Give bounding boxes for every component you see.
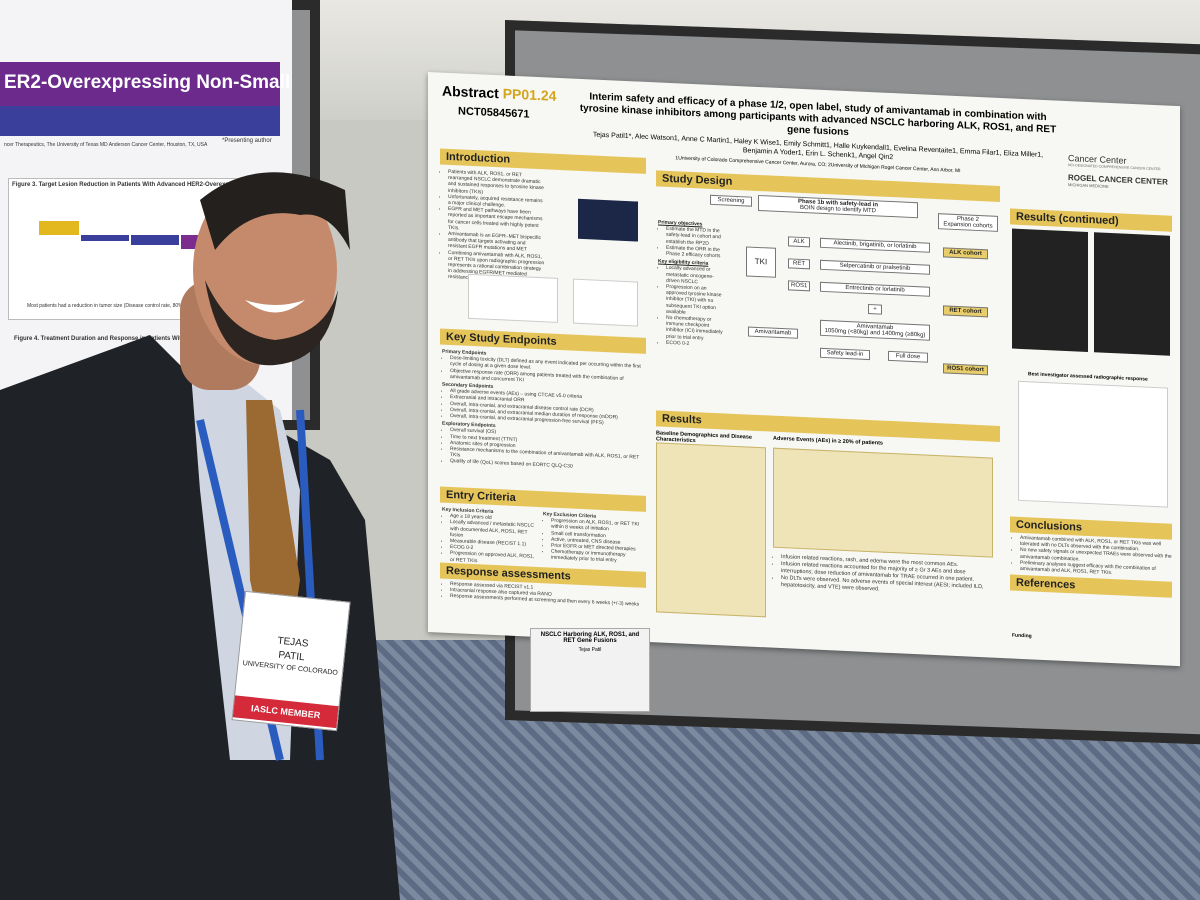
design-label: Expansion cohorts — [943, 221, 993, 230]
exclusion: Key Exclusion CriteriaProgression on ALK… — [543, 509, 643, 565]
design-box: Phase 2 Expansion cohorts — [938, 213, 998, 232]
response-chart — [1018, 380, 1168, 508]
left-figure-4: Figure 4. Treatment Duration and Respons… — [14, 336, 216, 342]
section-header: Results (continued) — [1010, 208, 1172, 232]
bullet-list: Infusion related reactions, rash, and ed… — [773, 554, 995, 599]
bullet-list: Amivantamab combined with ALK, ROS1, or … — [1012, 535, 1172, 579]
design-box: ALK — [788, 236, 810, 248]
abstract-label-text: Abstract — [442, 82, 499, 102]
left-bar — [131, 235, 179, 245]
inclusion: Key Inclusion CriteriaAge ≥ 18 years old… — [442, 505, 540, 567]
intro-chart — [573, 278, 638, 327]
left-bar — [39, 221, 79, 235]
left-figure-title: Figure 3. Target Lesion Reduction in Pat… — [12, 182, 292, 188]
demographics-table — [656, 442, 766, 618]
ct-scan — [1012, 228, 1088, 352]
bullet-list: Estimate the MTD in the safety-lead in c… — [658, 226, 726, 260]
abstract-id: PP01.24 — [502, 85, 557, 104]
smile — [245, 300, 305, 313]
ct-scan — [1094, 232, 1170, 356]
bullet: Estimate the ORR in the Phase 2 efficacy… — [666, 245, 726, 260]
left-figure-note: Most patients had a reduction in tumor s… — [27, 303, 225, 309]
funding: Funding — [1012, 632, 1032, 640]
design-box: TKI — [746, 246, 776, 278]
left-subband — [0, 106, 280, 136]
design-box: Amivantamab 1050mg (<80kg) and 1400mg (≥8… — [820, 319, 930, 341]
cohort-box: ALK cohort — [943, 247, 988, 260]
handout-title: NSCLC Harboring ALK, ROS1, and RET Gene … — [540, 632, 640, 644]
bullet: Progression on an approved tyrosine kina… — [666, 284, 726, 318]
design-box: Safety lead-in — [820, 347, 870, 361]
trial-id: NCT05845671 — [458, 105, 530, 121]
left-affiliation: ncer Therapeutics, The University of Tex… — [4, 142, 208, 148]
bullet-list: Locally advanced or metastatic oncogene-… — [658, 265, 726, 349]
main-poster: Abstract PP01.24 NCT05845671 Interim saf… — [428, 72, 1180, 667]
handout: NSCLC Harboring ALK, ROS1, and RET Gene … — [530, 628, 650, 712]
objectives: Primary objectivesEstimate the MTD in th… — [658, 217, 726, 348]
intro-text: Patients with ALK, ROS1, or RET rearrang… — [440, 169, 545, 285]
results-text: Infusion related reactions, rash, and ed… — [773, 554, 995, 599]
design-box: ROS1 — [788, 280, 810, 292]
bullet-list: Progression on ALK, ROS1, or RET TKI wit… — [543, 517, 643, 565]
intro-figure — [468, 273, 558, 323]
presenter — [0, 172, 400, 900]
design-box: Phase 1b with safety-lead in BOIN design … — [758, 194, 918, 219]
logo-cu: Cancer Center NCI-DESIGNATED COMPREHENSI… — [1068, 153, 1178, 192]
bullet: Estimate the MTD in the safety-lead in c… — [666, 226, 726, 247]
design-box: Amivantamab — [748, 326, 798, 339]
left-title: ER2-Overexpressing Non-Small Cell — [4, 72, 292, 93]
abstract-label: Abstract PP01.24 — [442, 83, 556, 104]
ae-table — [773, 447, 993, 558]
left-bar — [81, 235, 129, 241]
bullet-list: Age ≥ 18 years oldLocally advanced / met… — [442, 513, 540, 567]
design-box: Entrectinib or lorlatinib — [820, 281, 930, 297]
left-title-band — [0, 62, 280, 106]
left-note: *Presenting author — [222, 138, 272, 144]
cohort-box: ROS1 cohort — [943, 363, 988, 376]
intro-image — [578, 198, 638, 242]
design-box: + — [868, 303, 882, 315]
chart-label: Best investigator assessed radiographic … — [1028, 371, 1148, 383]
bullet: No chemotherapy or immune checkpoint inh… — [666, 315, 726, 343]
design-box: RET — [788, 258, 810, 270]
design-box: Selpercatinib or pralsetinib — [820, 259, 930, 275]
beard — [205, 280, 338, 366]
hair — [200, 172, 350, 250]
cohort-box: RET cohort — [943, 305, 988, 318]
design-box: Screening — [710, 194, 752, 207]
endpoints-text: Primary EndpointsDose-limiting toxicity … — [442, 347, 648, 474]
handout-name: Tejas Patil — [578, 647, 602, 653]
conclusions-text: Amivantamab combined with ALK, ROS1, or … — [1012, 535, 1172, 579]
design-box: Alectinib, brigatinib, or lorlatinib — [820, 237, 930, 253]
bullet-list: Overall survival (OS)Time to next treatm… — [442, 427, 648, 474]
design-box: Full dose — [888, 350, 928, 363]
badge: TEJAS PATIL UNIVERSITY OF COLORADO IASLC… — [231, 590, 351, 732]
bullet-list: Patients with ALK, ROS1, or RET rearrang… — [440, 169, 545, 285]
